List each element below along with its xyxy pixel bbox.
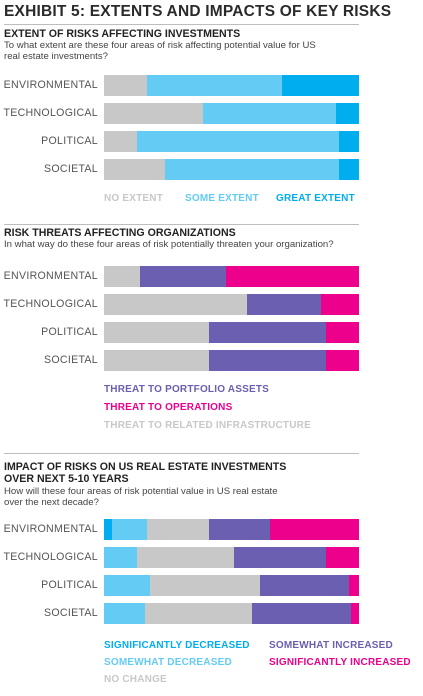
bar-segment: [137, 547, 235, 568]
bar-segment: [104, 547, 138, 568]
category-label: TECHNOLOGICAL: [3, 298, 98, 310]
bar-segment: [336, 103, 359, 124]
chart-title: RISK THREATS AFFECTING ORGANIZATIONS: [4, 227, 236, 239]
legend-item: SIGNIFICANTLY DECREASED: [104, 640, 250, 651]
stacked-bar: [104, 519, 359, 540]
category-label: TECHNOLOGICAL: [3, 107, 98, 119]
bar-segment: [139, 266, 227, 287]
bar-segment: [104, 350, 209, 371]
category-label: ENVIRONMENTAL: [3, 79, 98, 91]
bar-segment: [269, 519, 359, 540]
bar-segment: [325, 547, 359, 568]
category-label: TECHNOLOGICAL: [3, 551, 98, 563]
bar-segment: [104, 575, 150, 596]
stacked-bar: [104, 322, 359, 343]
category-label: POLITICAL: [41, 326, 98, 338]
bar-segment: [104, 103, 204, 124]
stacked-bar: [104, 547, 359, 568]
bar-segment: [144, 603, 252, 624]
legend-item: THREAT TO RELATED INFRASTRUCTURE: [104, 420, 311, 431]
bar-segment: [208, 350, 326, 371]
bar-segment: [234, 547, 326, 568]
stacked-bar: [104, 603, 359, 624]
bar-segment: [259, 575, 349, 596]
bar-segment: [104, 131, 138, 152]
bar-segment: [104, 75, 148, 96]
bar-segment: [203, 103, 337, 124]
chart-subtitle: To what extent are these four areas of r…: [4, 40, 316, 62]
chart-title: EXTENT OF RISKS AFFECTING INVESTMENTS: [4, 28, 241, 40]
bar-segment: [165, 159, 339, 180]
legend-item: THREAT TO OPERATIONS: [104, 402, 233, 413]
bar-segment: [282, 75, 359, 96]
chart-subtitle: In what way do these four areas of risk …: [4, 239, 334, 250]
bar-segment: [251, 603, 352, 624]
section-divider: [4, 224, 359, 225]
stacked-bar: [104, 575, 359, 596]
bar-segment: [338, 131, 359, 152]
legend-item: SOMEWHAT DECREASED: [104, 657, 232, 668]
section-divider: [4, 453, 359, 454]
bar-segment: [226, 266, 359, 287]
bar-segment: [208, 322, 326, 343]
category-label: SOCIETAL: [43, 354, 98, 366]
legend-item: NO CHANGE: [104, 674, 167, 685]
bar-segment: [348, 575, 359, 596]
bar-segment: [149, 575, 260, 596]
legend-item: NO EXTENT: [104, 193, 164, 204]
bar-segment: [147, 519, 209, 540]
stacked-bar: [104, 350, 359, 371]
legend-item: THREAT TO PORTFOLIO ASSETS: [104, 384, 270, 395]
chart-title: IMPACT OF RISKS ON US REAL ESTATE INVEST…: [4, 461, 287, 485]
bar-segment: [111, 519, 148, 540]
category-label: POLITICAL: [41, 135, 98, 147]
legend-item: GREAT EXTENT: [276, 193, 355, 204]
bar-segment: [104, 322, 209, 343]
stacked-bar: [104, 294, 359, 315]
legend-item: SOMEWHAT INCREASED: [269, 640, 393, 651]
bar-segment: [325, 350, 359, 371]
stacked-bar: [104, 131, 359, 152]
bar-segment: [104, 266, 140, 287]
bar-segment: [208, 519, 270, 540]
chart-subtitle: How will these four areas of risk potent…: [4, 486, 278, 508]
section-divider: [4, 24, 359, 25]
bar-segment: [104, 159, 166, 180]
bar-segment: [104, 519, 112, 540]
bar-segment: [246, 294, 321, 315]
legend-item: SIGNIFICANTLY INCREASED: [269, 657, 411, 668]
bar-segment: [325, 322, 359, 343]
bar-segment: [338, 159, 359, 180]
category-label: ENVIRONMENTAL: [3, 523, 98, 535]
bar-segment: [104, 294, 247, 315]
category-label: SOCIETAL: [43, 163, 98, 175]
stacked-bar: [104, 103, 359, 124]
category-label: SOCIETAL: [43, 607, 98, 619]
bar-segment: [320, 294, 359, 315]
stacked-bar: [104, 159, 359, 180]
category-label: POLITICAL: [41, 579, 98, 591]
category-label: ENVIRONMENTAL: [3, 270, 98, 282]
bar-segment: [147, 75, 283, 96]
stacked-bar: [104, 266, 359, 287]
page-title: EXHIBIT 5: EXTENTS AND IMPACTS OF KEY RI…: [4, 3, 392, 20]
bar-segment: [351, 603, 359, 624]
legend-item: SOME EXTENT: [185, 193, 259, 204]
bar-segment: [137, 131, 339, 152]
stacked-bar: [104, 75, 359, 96]
bar-segment: [104, 603, 145, 624]
